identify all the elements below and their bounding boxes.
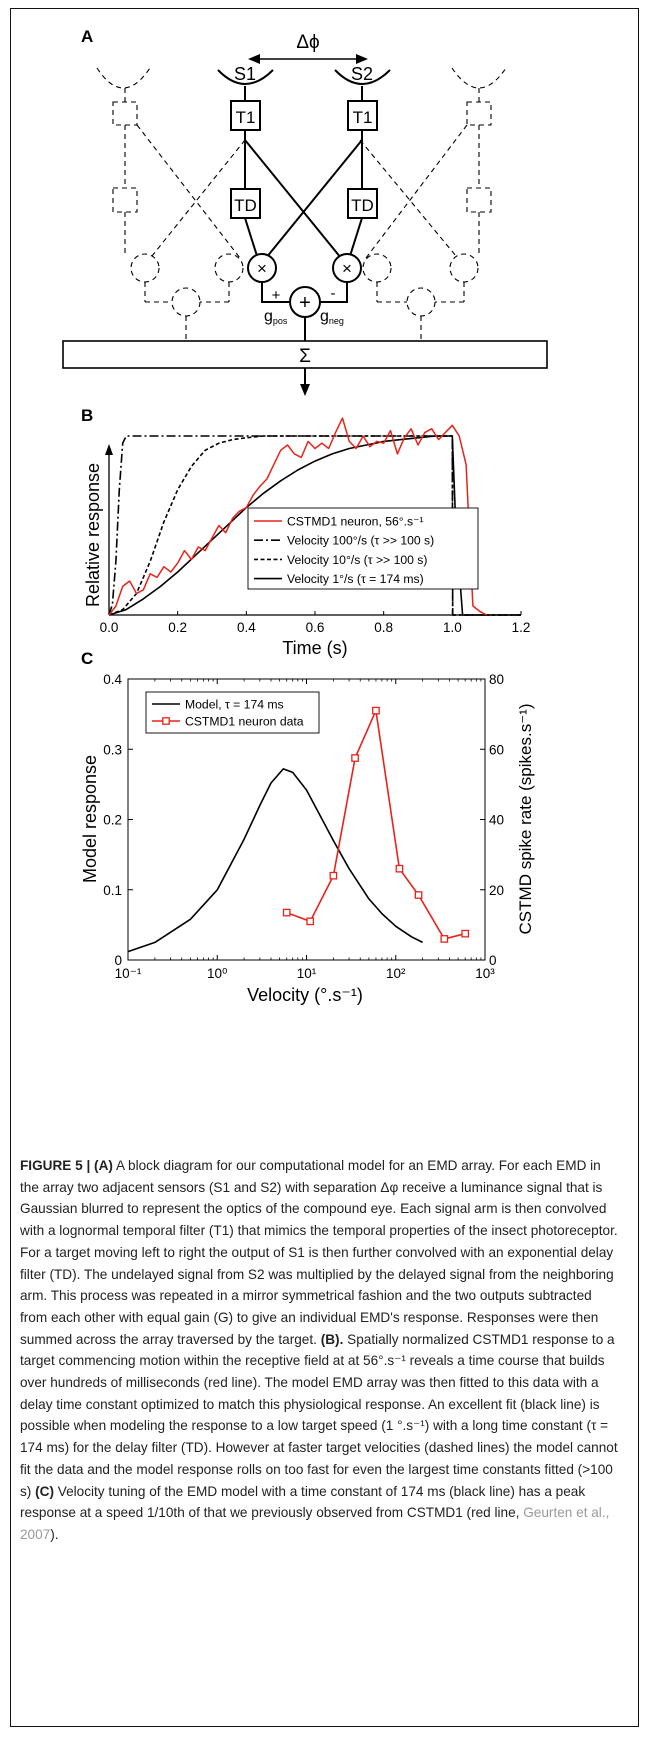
c-neuron-point	[329, 871, 338, 880]
b-legend-box	[247, 507, 479, 590]
delta-phi-arrowhead-right	[356, 54, 368, 64]
c-neuron-point	[395, 864, 404, 873]
cross-line-left-to-right	[244, 139, 342, 259]
b-legend-label: CSTMD1 neuron, 56°.s⁻¹	[287, 515, 424, 529]
c-model-line	[127, 768, 423, 953]
sensor-s1-label: S1	[234, 64, 256, 84]
c-x-tick-label: 10⁰	[207, 966, 228, 981]
filter-t1-left-label: T1	[236, 108, 256, 127]
c-x-tick-label: 10¹	[297, 966, 317, 981]
c-x-tick-label: 10³	[475, 966, 495, 981]
sensor-s2-arc	[334, 69, 391, 85]
panel-b-label: B	[81, 406, 93, 425]
c-legend-marker	[162, 717, 170, 725]
b-x-tick-label: 0.0	[100, 620, 119, 635]
caption-label-a: FIGURE 5 | (A)	[20, 1158, 113, 1173]
filter-t1-right-label: T1	[353, 108, 373, 127]
c-y-right-tick-label: 60	[489, 742, 504, 757]
b-x-tick-label: 1.2	[512, 620, 531, 635]
sensor-s2-label: S2	[351, 64, 373, 84]
c-y-right-tick-label: 40	[489, 813, 504, 828]
b-y-axis-label: Relative response	[83, 463, 103, 607]
figure: A Δϕ	[62, 27, 548, 1005]
b-x-tick-label: 1.0	[443, 620, 462, 635]
c-y-left-label: Model response	[80, 755, 100, 883]
sensor-s1-arc	[217, 69, 274, 85]
c-legend-box	[145, 691, 320, 734]
c-y-right-tick-label: 80	[489, 672, 504, 687]
b-series-line-3	[108, 435, 521, 616]
b-series-line-0	[108, 417, 488, 616]
c-y-left-tick-label: 0.3	[103, 742, 122, 757]
b-series-line-1	[108, 435, 521, 616]
c-y-right-tick-label: 20	[489, 883, 504, 898]
caption-text-a: A block diagram for our computational mo…	[20, 1158, 618, 1347]
c-y-left-tick-label: 0.2	[103, 813, 122, 828]
c-x-axis-label: Velocity (°.s⁻¹)	[247, 985, 363, 1005]
filter-td-left-label: TD	[234, 196, 257, 215]
b-x-tick-label: 0.2	[168, 620, 187, 635]
filter-td-right-label: TD	[351, 196, 374, 215]
c-neuron-point	[414, 891, 423, 899]
caption-text-b: Spatially normalized CSTMD1 response to …	[20, 1331, 618, 1499]
c-y-right-label: CSTMD spike rate (spikes.s⁻¹)	[516, 704, 535, 935]
c-legend-label: Model, τ = 174 ms	[185, 698, 284, 712]
panel-c-label: C	[81, 649, 93, 668]
c-legend-label: CSTMD1 neuron data	[185, 715, 304, 729]
c-neuron-point	[372, 706, 380, 715]
c-neuron-point	[282, 908, 291, 917]
c-y-right-tick-label: 0	[489, 953, 497, 968]
b-legend: CSTMD1 neuron, 56°.s⁻¹ Velocity 100°/s (τ…	[247, 507, 479, 590]
b-x-tick-label: 0.6	[306, 620, 325, 635]
c-legend: Model, τ = 174 ms CSTMD1 neuron data	[145, 691, 320, 734]
multiplier-left-symbol: ×	[257, 259, 267, 278]
c-x-tick-label: 10²	[386, 966, 406, 981]
b-y-axis-arrowhead	[105, 444, 113, 455]
c-x-tick-label: 10⁻¹	[115, 966, 142, 981]
multiplier-right-symbol: ×	[342, 259, 352, 278]
chart-velocity-tuning: C Model response CSTMD spike rate (spike…	[80, 649, 535, 1005]
panel-a-label: A	[81, 27, 93, 46]
caption-label-c: (C)	[35, 1483, 54, 1499]
caption-text-c: Velocity tuning of the EMD model with a …	[20, 1483, 586, 1521]
c-y-left-tick-label: 0.1	[103, 883, 122, 898]
filter-td-right-box	[347, 188, 378, 219]
b-legend-label: Velocity 1°/s (τ = 174 ms)	[287, 572, 424, 586]
b-series-line-2	[108, 435, 521, 616]
cross-line-right-to-left	[265, 139, 363, 259]
caption-label-b: (B).	[320, 1331, 344, 1347]
delta-phi-label: Δϕ	[296, 32, 319, 53]
c-neuron-point	[351, 754, 359, 762]
c-y-left-tick-label: 0	[114, 953, 122, 968]
figure-caption: FIGURE 5 | (A) A block diagram for our c…	[20, 1155, 620, 1546]
gain-pos-label: gpos	[264, 308, 288, 326]
caption-reference-link[interactable]: Geurten et al., 2007	[20, 1505, 610, 1542]
summation-symbol: Σ	[299, 346, 311, 367]
c-y-left-tick-label: 0.4	[103, 672, 122, 687]
gain-neg-label: gneg	[320, 308, 344, 326]
c-neuron-point	[461, 929, 470, 938]
gain-plus-sign: +	[272, 287, 281, 304]
b-x-tick-label: 0.8	[374, 620, 393, 635]
c-neuron-point	[306, 917, 315, 926]
b-x-axis-label: Time (s)	[282, 638, 347, 658]
c-neuron-line	[286, 707, 466, 940]
c-neuron-point	[440, 935, 449, 943]
chart-time-course: B Relative response Time (s) 0.0 0.2 0.4 0.…	[81, 406, 530, 658]
b-x-tick-label: 0.4	[237, 620, 256, 635]
gain-minus-sign: -	[331, 285, 336, 302]
caption-text-end: ).	[50, 1526, 59, 1542]
output-arrowhead	[300, 384, 310, 396]
neighbour-emds-dashed	[96, 67, 507, 341]
b-legend-label: Velocity 100°/s (τ >> 100 s)	[287, 534, 434, 548]
adder-symbol: +	[299, 292, 311, 314]
figure-frame	[10, 8, 639, 1727]
delta-phi-arrowhead-left	[248, 54, 260, 64]
b-legend-label: Velocity 10°/s (τ >> 100 s)	[287, 553, 427, 567]
emd-block-diagram: A Δϕ	[62, 27, 548, 396]
